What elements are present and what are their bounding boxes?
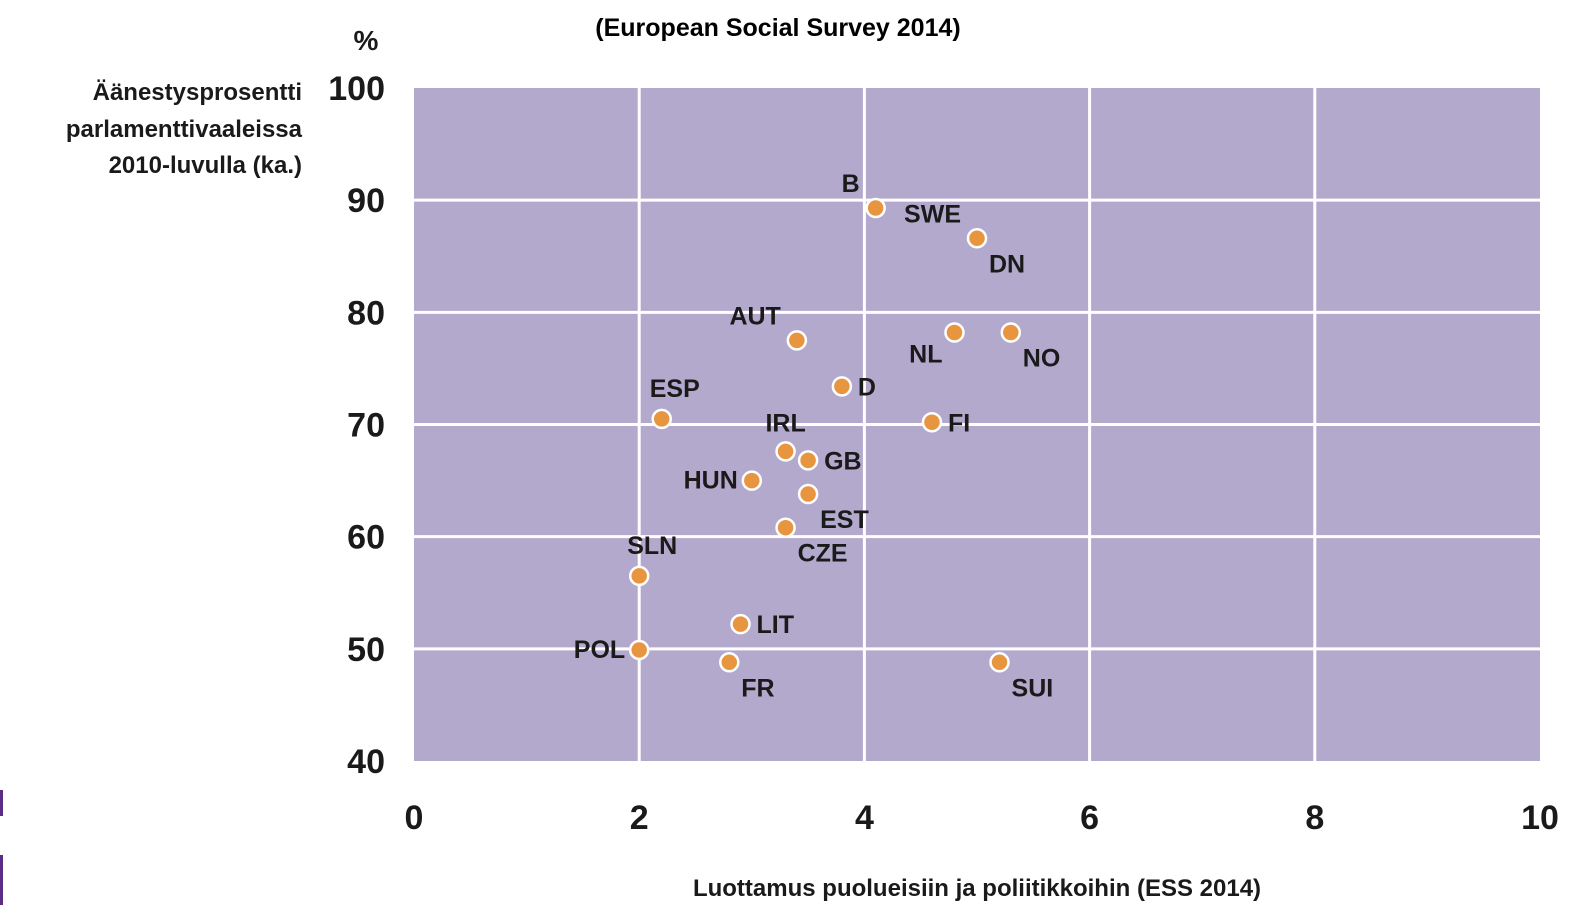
- data-point-b: [865, 197, 886, 219]
- x-tick-label: 2: [630, 799, 649, 837]
- point-label-nl: NL: [909, 341, 942, 369]
- y-axis-label-line-1: Äänestysprosentti: [93, 79, 302, 106]
- y-tick-label: 40: [347, 743, 385, 781]
- point-label-swe: SWE: [904, 200, 961, 228]
- point-label-fr: FR: [741, 674, 774, 702]
- point-label-d: D: [858, 373, 876, 401]
- axis-ticks: 0 2 4 6 8 10 40 50 60 70 80 90 100: [328, 70, 1559, 837]
- x-tick-label: 10: [1521, 799, 1559, 837]
- y-axis-label-line-3: 2010-luvulla (ka.): [109, 152, 302, 179]
- x-tick-label: 4: [855, 799, 874, 837]
- y-tick-label: 70: [347, 407, 385, 445]
- y-tick-label: 90: [347, 182, 385, 220]
- point-label-sln: SLN: [627, 532, 677, 560]
- data-point-gb: [797, 450, 819, 471]
- data-point-d: [831, 376, 853, 397]
- y-tick-label: 100: [328, 70, 385, 108]
- y-tick-label: 50: [347, 631, 385, 669]
- data-point-cze: [775, 517, 796, 538]
- data-point-fi: [921, 412, 943, 433]
- point-label-irl: IRL: [765, 409, 805, 437]
- y-tick-label: 80: [347, 294, 385, 332]
- left-edge-mark-top: [0, 790, 3, 816]
- data-points: B SWE DN AUT NL NO D ESP FI IRL GB HUN EST CZE SLN LIT P…: [574, 170, 1060, 702]
- data-point-fr: [719, 652, 740, 673]
- point-label-hun: HUN: [684, 467, 738, 495]
- x-tick-label: 8: [1305, 799, 1324, 837]
- data-point-esp: [651, 408, 672, 430]
- x-axis-label: Luottamus puolueisiin ja poliitikkoihin …: [693, 875, 1261, 902]
- point-label-dn: DN: [989, 250, 1025, 278]
- point-label-b: B: [842, 170, 860, 198]
- data-point-hun: [741, 470, 763, 491]
- point-label-esp: ESP: [650, 375, 700, 403]
- point-label-pol: POL: [574, 636, 625, 664]
- y-tick-label: 60: [347, 519, 385, 557]
- data-point-pol: [628, 639, 650, 661]
- point-label-fi: FI: [948, 409, 970, 437]
- data-point-nl: [944, 322, 965, 343]
- point-label-gb: GB: [824, 447, 862, 475]
- y-axis-label-line-2: parlamenttivaaleissa: [66, 116, 303, 143]
- data-point-swe: [966, 228, 988, 249]
- data-point-sui: [989, 652, 1010, 673]
- data-point-est: [797, 483, 819, 505]
- data-point-sln: [628, 565, 650, 587]
- point-label-no: NO: [1023, 345, 1061, 373]
- y-axis-unit: %: [354, 25, 379, 56]
- point-label-est: EST: [820, 506, 869, 534]
- point-label-cze: CZE: [798, 540, 848, 568]
- point-label-lit: LIT: [757, 611, 795, 639]
- point-label-sui: SUI: [1012, 674, 1054, 702]
- x-tick-label: 6: [1080, 799, 1099, 837]
- data-point-aut: [786, 330, 808, 351]
- data-point-no: [1000, 322, 1022, 343]
- left-edge-mark-bottom: [0, 855, 3, 905]
- point-label-aut: AUT: [729, 302, 780, 330]
- data-point-irl: [775, 441, 796, 462]
- chart-title: (European Social Survey 2014): [595, 14, 960, 42]
- data-point-lit: [730, 613, 751, 635]
- x-tick-label: 0: [405, 799, 424, 837]
